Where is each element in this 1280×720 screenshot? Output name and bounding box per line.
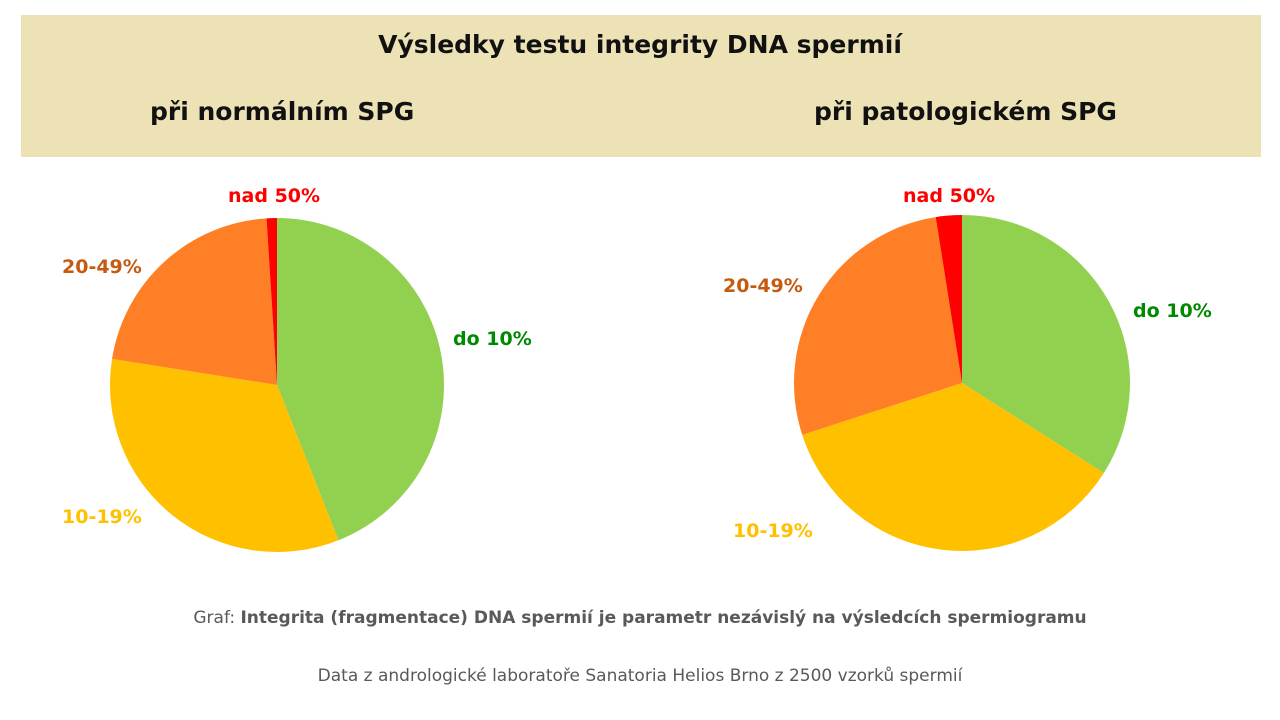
pie-slice [962, 215, 1131, 474]
caption-bold: Integrita (fragmentace) DNA spermií je p… [240, 608, 1087, 628]
chart-title-pathological: při patologickém SPG [814, 97, 1117, 126]
source-note: Data z andrologické laboratoře Sanatoria… [317, 666, 963, 686]
pie-slice [794, 217, 962, 435]
slice-label: do 10% [1133, 300, 1212, 322]
slice-label: 20-49% [723, 275, 803, 297]
pie-slice [277, 218, 444, 541]
pie-slice [112, 218, 277, 385]
slice-label: nad 50% [903, 185, 995, 207]
caption-prefix: Graf: [193, 608, 241, 628]
slice-label: do 10% [453, 328, 532, 350]
chart-title-normal: při normálním SPG [150, 97, 415, 126]
title-banner [21, 15, 1261, 157]
pie-slice [802, 383, 1104, 551]
slice-label: 10-19% [733, 520, 813, 542]
pie-slice [110, 358, 339, 552]
page-title: Výsledky testu integrity DNA spermií [378, 30, 902, 59]
pie-slice [266, 218, 277, 385]
pie-slice [935, 215, 962, 383]
slice-label: nad 50% [228, 185, 320, 207]
slice-label: 20-49% [62, 256, 142, 278]
slice-label: 10-19% [62, 506, 142, 528]
caption: Graf: Integrita (fragmentace) DNA spermi… [0, 608, 1280, 628]
